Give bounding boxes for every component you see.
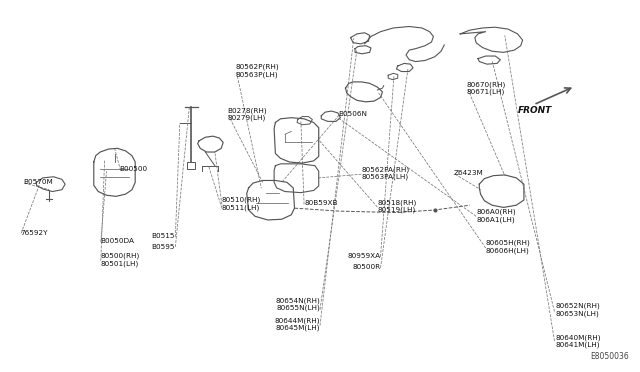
Text: 80644M(RH)
80645M(LH): 80644M(RH) 80645M(LH) (275, 317, 320, 331)
Text: Z6423M: Z6423M (454, 170, 484, 176)
Text: 806A0(RH)
806A1(LH): 806A0(RH) 806A1(LH) (476, 209, 516, 222)
Text: B0570M: B0570M (24, 179, 54, 185)
Text: 80562PA(RH)
80563PA(LH): 80562PA(RH) 80563PA(LH) (362, 166, 410, 180)
Text: B00500: B00500 (119, 166, 147, 172)
Text: B0278(RH)
80279(LH): B0278(RH) 80279(LH) (228, 107, 268, 121)
Text: 80B59XB: 80B59XB (304, 201, 337, 206)
Text: 80518(RH)
80519(LH): 80518(RH) 80519(LH) (378, 199, 417, 213)
Text: B0595: B0595 (151, 244, 175, 250)
Text: 80959XA: 80959XA (348, 253, 381, 259)
Text: 76592Y: 76592Y (20, 230, 48, 236)
Text: 80652N(RH)
80653N(LH): 80652N(RH) 80653N(LH) (556, 303, 600, 317)
Text: 80605H(RH)
80606H(LH): 80605H(RH) 80606H(LH) (486, 240, 531, 254)
Bar (188, 162, 195, 169)
Text: B0506N: B0506N (338, 111, 367, 117)
Text: 80500(RH)
80501(LH): 80500(RH) 80501(LH) (100, 253, 140, 267)
Text: B0515: B0515 (151, 233, 175, 239)
Text: 80670(RH)
80671(LH): 80670(RH) 80671(LH) (467, 81, 506, 95)
Text: 80640M(RH)
80641M(LH): 80640M(RH) 80641M(LH) (556, 334, 601, 348)
Text: 80500R: 80500R (353, 264, 381, 270)
Text: 80510(RH)
80511(LH): 80510(RH) 80511(LH) (221, 197, 260, 211)
Text: 80562P(RH)
80563P(LH): 80562P(RH) 80563P(LH) (236, 64, 280, 78)
Text: B0050DA: B0050DA (100, 238, 134, 244)
Text: 80654N(RH)
80655N(LH): 80654N(RH) 80655N(LH) (275, 297, 320, 311)
Text: FRONT: FRONT (518, 106, 552, 115)
Text: E8050036: E8050036 (590, 352, 629, 361)
